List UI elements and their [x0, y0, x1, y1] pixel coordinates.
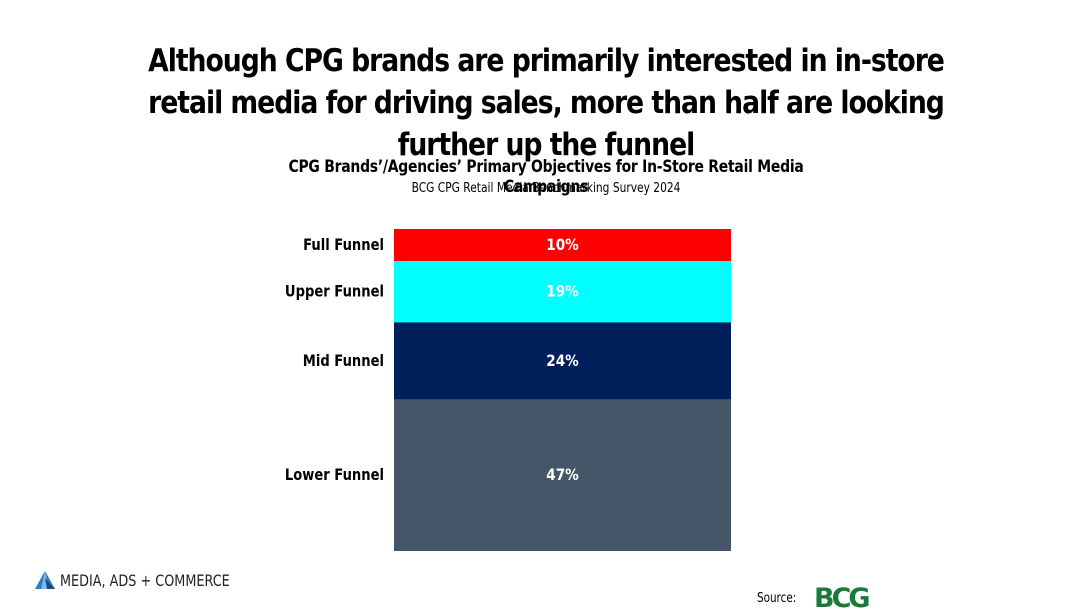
source-label: Source:: [757, 591, 797, 606]
category-label: Full Funnel: [303, 236, 384, 255]
bar-segment-lower-funnel: [394, 399, 731, 551]
source-attribution: Source: BCG: [757, 583, 871, 614]
bcg-logo: BCG: [814, 583, 871, 614]
footer-brand-text: MEDIA, ADS + COMMERCE: [60, 570, 230, 590]
bar-segment-mid-funnel: [394, 322, 731, 400]
footer-logo: MEDIA, ADS + COMMERCE: [34, 570, 272, 590]
data-label: 19%: [546, 283, 579, 301]
page-title: Although CPG brands are primarily intere…: [148, 43, 945, 163]
chart-subtitle: BCG CPG Retail Media Benchmarking Survey…: [411, 181, 681, 196]
bar-segment-full-funnel: [394, 229, 731, 262]
triangle-logo-icon: [35, 571, 55, 589]
data-label: 10%: [546, 236, 579, 254]
data-label: 24%: [546, 352, 579, 370]
bar-segment-upper-funnel: [394, 261, 731, 323]
data-label: 47%: [546, 466, 579, 484]
category-label: Upper Funnel: [285, 282, 384, 301]
category-label: Mid Funnel: [303, 352, 384, 371]
chart-title: CPG Brands’/Agencies’ Primary Objectives…: [288, 157, 804, 197]
category-label: Lower Funnel: [285, 466, 384, 485]
